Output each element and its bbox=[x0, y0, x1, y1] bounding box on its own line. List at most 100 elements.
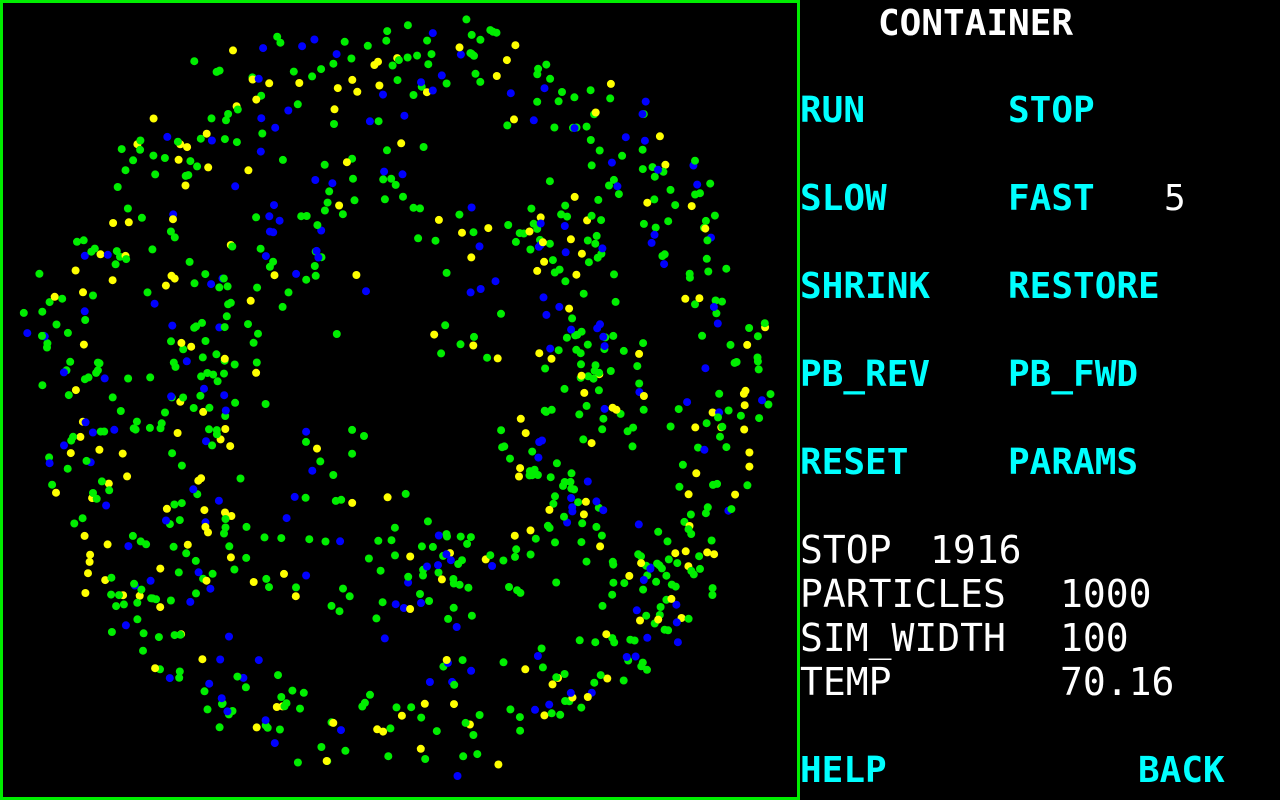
particle bbox=[503, 121, 512, 130]
fast-button[interactable]: FAST bbox=[1008, 178, 1095, 219]
particle bbox=[280, 569, 288, 578]
particle bbox=[606, 94, 615, 103]
back-button[interactable]: BACK bbox=[1138, 750, 1225, 791]
particle bbox=[38, 331, 46, 340]
particle bbox=[502, 56, 511, 65]
slow-button[interactable]: SLOW bbox=[800, 178, 887, 219]
particle bbox=[547, 709, 556, 718]
particle bbox=[167, 392, 176, 401]
particle bbox=[78, 514, 87, 523]
particle bbox=[554, 97, 563, 106]
particle bbox=[170, 274, 179, 283]
particle bbox=[666, 422, 675, 431]
stop-button[interactable]: STOP bbox=[1008, 90, 1095, 131]
particle bbox=[650, 230, 659, 239]
particle bbox=[576, 349, 585, 358]
particle bbox=[151, 170, 160, 179]
particle bbox=[598, 244, 607, 253]
particle bbox=[152, 595, 161, 604]
params-button[interactable]: PARAMS bbox=[1008, 442, 1139, 483]
particle bbox=[349, 174, 357, 183]
particle bbox=[512, 545, 521, 554]
particle bbox=[570, 93, 579, 102]
particle bbox=[122, 255, 131, 264]
particle bbox=[383, 27, 392, 36]
restore-button[interactable]: RESTORE bbox=[1008, 266, 1160, 307]
particle bbox=[260, 533, 269, 542]
particle bbox=[558, 88, 566, 96]
particle bbox=[139, 646, 147, 655]
playback-reverse-button[interactable]: PB_REV bbox=[800, 354, 931, 395]
particle bbox=[252, 358, 261, 367]
particle bbox=[202, 576, 211, 585]
particle bbox=[592, 231, 601, 240]
particle bbox=[567, 494, 576, 502]
particle bbox=[449, 575, 458, 583]
particle bbox=[718, 422, 727, 431]
particle bbox=[80, 307, 89, 316]
particle bbox=[583, 340, 592, 349]
particle bbox=[609, 331, 618, 340]
particle bbox=[269, 257, 278, 266]
particle bbox=[107, 573, 116, 582]
particle bbox=[701, 224, 710, 233]
particle bbox=[420, 699, 429, 708]
particle bbox=[505, 583, 513, 591]
particle bbox=[221, 523, 230, 532]
particle bbox=[406, 552, 415, 561]
particle bbox=[183, 143, 192, 152]
particle bbox=[643, 665, 651, 674]
particle bbox=[533, 97, 542, 106]
particle bbox=[181, 181, 190, 190]
particle bbox=[515, 713, 524, 722]
particle bbox=[397, 711, 406, 720]
particle bbox=[455, 43, 464, 52]
particle bbox=[417, 599, 425, 607]
particle bbox=[664, 217, 673, 226]
particle bbox=[582, 401, 591, 410]
playback-forward-button[interactable]: PB_FWD bbox=[1008, 354, 1139, 395]
shrink-button[interactable]: SHRINK bbox=[800, 266, 931, 307]
particle bbox=[313, 221, 322, 230]
particle bbox=[296, 704, 304, 713]
particle bbox=[317, 743, 326, 751]
particle bbox=[476, 285, 485, 293]
particle bbox=[467, 253, 476, 262]
particle bbox=[542, 310, 551, 319]
particle bbox=[492, 72, 501, 80]
particle bbox=[96, 250, 105, 259]
particle bbox=[710, 550, 719, 559]
particle bbox=[570, 485, 579, 494]
particle bbox=[710, 211, 719, 220]
run-button[interactable]: RUN bbox=[800, 90, 866, 131]
particle bbox=[413, 51, 422, 60]
sim-width-value: 100 bbox=[1060, 616, 1129, 660]
particle bbox=[491, 277, 500, 286]
particle bbox=[654, 527, 663, 536]
reset-button[interactable]: RESET bbox=[800, 442, 909, 483]
particle bbox=[470, 332, 478, 341]
particle bbox=[183, 540, 192, 549]
particle bbox=[559, 481, 567, 490]
particle bbox=[663, 537, 672, 546]
particle bbox=[177, 499, 186, 508]
particle bbox=[561, 201, 570, 210]
simulation-viewport[interactable] bbox=[0, 0, 800, 800]
particle bbox=[360, 698, 369, 707]
help-button[interactable]: HELP bbox=[800, 750, 887, 791]
particle bbox=[223, 707, 232, 716]
particle bbox=[252, 368, 261, 377]
particle bbox=[401, 489, 410, 498]
particle bbox=[108, 393, 117, 402]
particle bbox=[675, 482, 684, 491]
particle bbox=[63, 464, 72, 473]
particle bbox=[708, 591, 717, 599]
particle bbox=[577, 538, 586, 547]
particle bbox=[658, 252, 667, 260]
particle bbox=[316, 457, 325, 466]
particle bbox=[105, 486, 114, 495]
particle bbox=[383, 146, 391, 155]
particle bbox=[572, 270, 581, 279]
particle bbox=[119, 600, 128, 609]
particle bbox=[555, 302, 564, 311]
